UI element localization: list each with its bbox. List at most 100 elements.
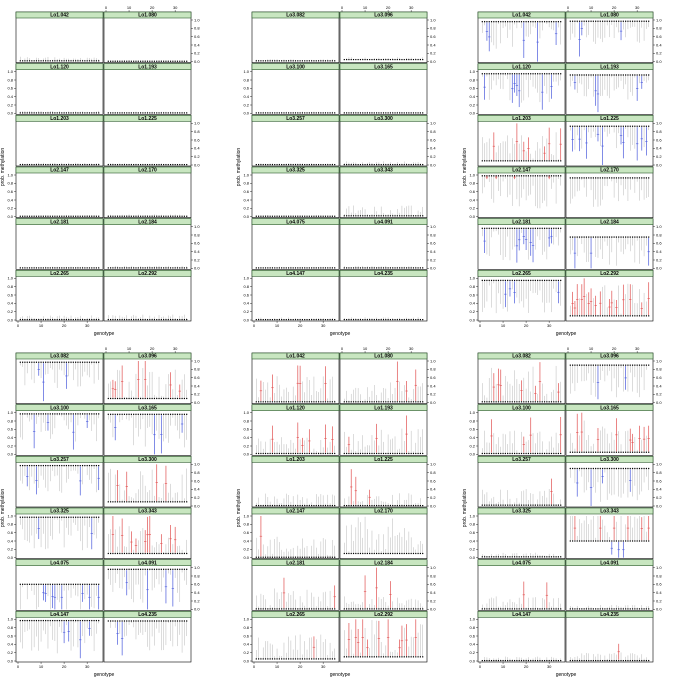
y-tick-label: 0.6: [243, 633, 249, 638]
median-point: [174, 215, 176, 217]
median-point: [509, 21, 511, 23]
median-point: [283, 658, 285, 660]
median-point: [287, 60, 290, 62]
median-point: [373, 504, 375, 507]
median-point: [40, 215, 42, 217]
median-point: [287, 504, 290, 507]
median-point: [281, 556, 283, 558]
median-point: [583, 236, 585, 238]
median-point: [61, 163, 63, 166]
y-tick-label: 0.8: [469, 284, 475, 289]
lattice-panel: Lo1.203: [251, 456, 340, 508]
median-point: [369, 112, 371, 114]
median-point: [26, 619, 28, 622]
median-point: [387, 267, 389, 269]
median-point: [137, 60, 139, 62]
median-point: [350, 267, 352, 269]
median-point: [179, 501, 181, 503]
x-tick-label: 20: [386, 5, 391, 10]
median-point: [40, 413, 42, 415]
median-point: [40, 583, 42, 585]
median-point: [387, 401, 389, 403]
median-point: [276, 556, 278, 558]
panel-strip: [339, 404, 428, 411]
median-point: [65, 163, 68, 166]
median-point: [408, 58, 410, 61]
median-point: [116, 568, 119, 570]
median-point: [622, 177, 624, 179]
median-point: [574, 20, 576, 22]
median-point: [79, 583, 81, 585]
median-point: [581, 74, 583, 76]
median-point: [86, 583, 88, 585]
y-tick-label: 0.2: [430, 257, 436, 262]
median-point: [86, 413, 88, 415]
median-point: [84, 619, 86, 622]
median-point: [128, 552, 130, 555]
median-point: [130, 413, 132, 415]
median-point: [620, 236, 622, 238]
median-point: [121, 501, 123, 503]
median-point: [126, 112, 128, 114]
median-point: [392, 608, 394, 610]
strip-label: Lo3.325: [50, 509, 69, 515]
x-tick-label: 30: [85, 323, 90, 328]
median-point: [58, 215, 61, 217]
median-point: [488, 21, 490, 23]
median-point: [174, 413, 176, 415]
median-point: [95, 516, 97, 518]
median-point: [359, 504, 362, 507]
median-point: [507, 175, 509, 177]
median-point: [40, 318, 42, 321]
median-point: [40, 112, 42, 114]
median-point: [35, 318, 38, 321]
median-point: [350, 215, 352, 217]
median-point: [285, 215, 287, 217]
median-point: [613, 125, 615, 127]
median-point: [75, 318, 77, 321]
median-point: [45, 112, 47, 114]
median-point: [33, 619, 35, 622]
x-axis-title: genotype: [330, 331, 351, 337]
median-point: [285, 401, 287, 403]
median-point: [28, 112, 31, 114]
median-point: [70, 516, 72, 518]
median-point: [371, 163, 373, 166]
median-point: [408, 318, 410, 321]
median-point: [283, 112, 285, 114]
median-point: [33, 583, 35, 585]
median-point: [405, 504, 408, 507]
median-point: [375, 58, 378, 61]
strip-label: Lo1.193: [374, 405, 393, 411]
x-axis-title: genotype: [94, 331, 115, 337]
median-point: [142, 620, 144, 622]
lattice-panel: Lo3.165: [339, 63, 428, 115]
x-tick-label: 20: [386, 346, 391, 351]
median-point: [181, 397, 183, 400]
median-point: [91, 413, 93, 415]
median-point: [343, 267, 345, 269]
median-point: [572, 125, 574, 127]
median-point: [396, 504, 398, 507]
panel-strip: [103, 404, 192, 411]
median-point: [615, 20, 618, 22]
median-point: [56, 361, 58, 363]
median-point: [112, 397, 114, 400]
median-point: [110, 568, 112, 570]
median-point: [389, 608, 392, 610]
median-point: [543, 279, 546, 282]
median-point: [509, 227, 511, 229]
strip-label: Lo1.203: [50, 116, 69, 122]
panel-strip: [103, 352, 192, 360]
median-point: [172, 620, 174, 622]
panel-strip: [15, 218, 104, 225]
median-point: [278, 608, 280, 610]
y-tick-label: 0.6: [7, 633, 13, 638]
y-tick-label: 0.0: [656, 59, 662, 64]
median-point: [137, 215, 139, 217]
panel-frame: [15, 352, 104, 404]
median-point: [359, 552, 362, 555]
median-point: [611, 315, 613, 317]
median-point: [181, 620, 183, 622]
median-point: [183, 413, 185, 415]
